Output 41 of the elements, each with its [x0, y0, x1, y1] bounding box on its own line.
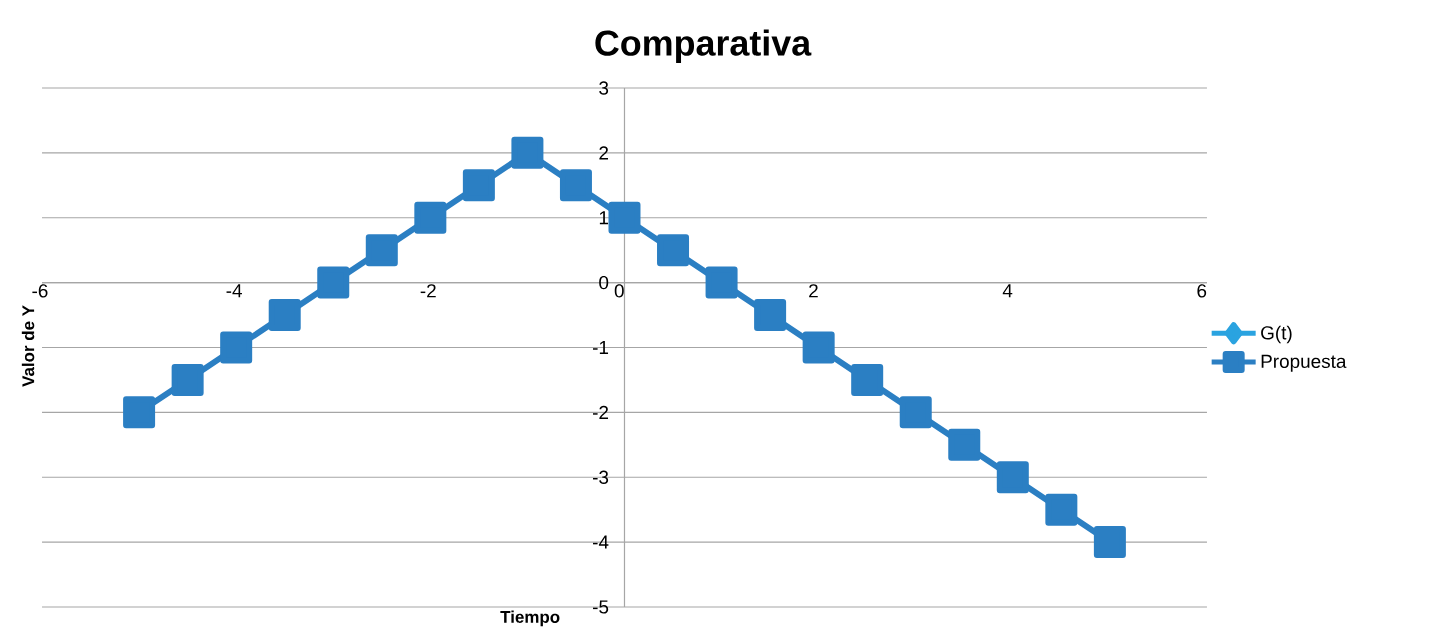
point: [414, 201, 447, 234]
x-tick-label: 4: [1002, 284, 1013, 298]
point: [899, 396, 932, 429]
x-axis-title: Tiempo: [500, 610, 560, 627]
point: [171, 363, 204, 396]
x-tick-label: 0: [614, 284, 624, 298]
y-tick-label: -4: [592, 535, 609, 549]
y-tick-label: 2: [599, 146, 609, 160]
legend-label: G(t): [1261, 325, 1292, 344]
point: [1093, 526, 1126, 559]
y-tick-label: -3: [592, 470, 609, 484]
legend-label: Propuesta: [1261, 354, 1347, 372]
y-axis-title: Valor de Y: [21, 305, 35, 387]
point: [1045, 493, 1078, 526]
point: [317, 266, 350, 299]
chart-title: Comparativa: [595, 29, 812, 63]
point: [705, 266, 738, 299]
point: [657, 234, 690, 267]
point: [948, 428, 981, 461]
x-tick-label: -4: [226, 284, 242, 298]
point: [851, 363, 884, 396]
point: [559, 169, 592, 202]
point: [123, 396, 156, 429]
point: [268, 299, 301, 332]
point: [754, 299, 787, 332]
y-tick-label: 1: [599, 211, 609, 225]
point: [996, 461, 1029, 494]
point: [511, 136, 544, 169]
point: [365, 234, 398, 267]
point: [608, 201, 641, 234]
point: [220, 331, 253, 364]
x-tick-label: 2: [809, 284, 818, 298]
y-tick-label: -2: [592, 405, 609, 419]
x-tick-label: -2: [420, 284, 436, 298]
y-tick-label: -1: [592, 340, 609, 354]
point: [802, 331, 835, 364]
point: [462, 169, 495, 202]
x-tick-label: 6: [1197, 284, 1207, 298]
y-tick-label: 3: [599, 81, 609, 95]
x-tick-label: -6: [32, 284, 48, 298]
y-tick-label: -5: [592, 600, 609, 614]
